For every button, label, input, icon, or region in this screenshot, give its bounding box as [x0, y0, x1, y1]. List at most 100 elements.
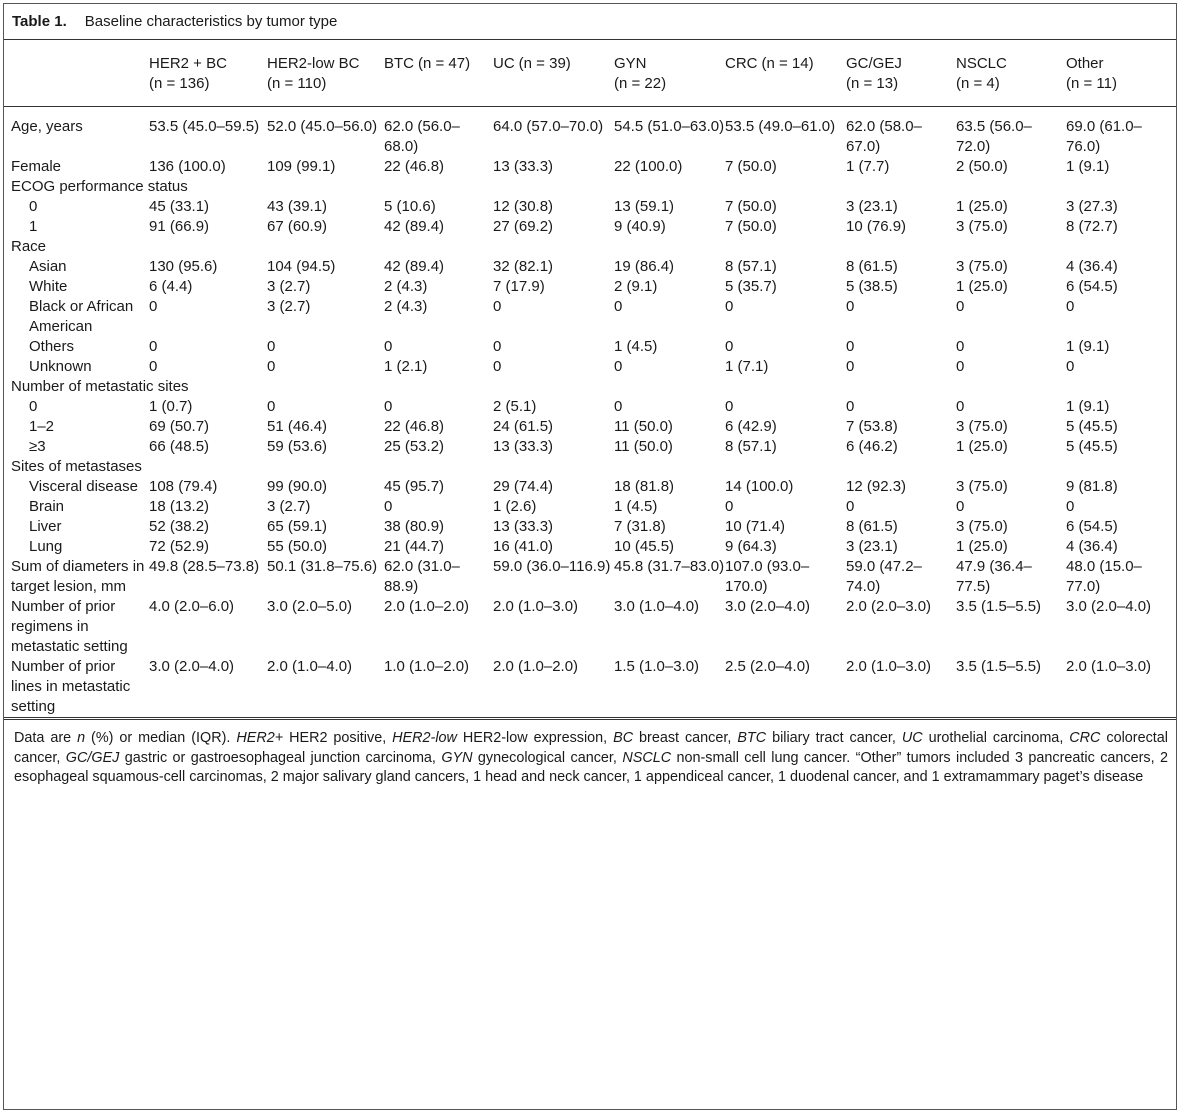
table-cell: 62.0 (56.0–68.0): [384, 118, 460, 155]
column-name: CRC: [725, 55, 758, 72]
table-cell: 4.0 (2.0–6.0): [149, 598, 235, 615]
table-cell: 27 (69.2): [493, 218, 554, 235]
section-label: Number of metastatic sites: [11, 378, 189, 395]
table-cell: 7 (31.8): [614, 518, 666, 535]
table-cell: 19 (86.4): [614, 258, 675, 275]
table-cell: 5 (45.5): [1066, 438, 1118, 455]
table-cell: 9 (81.8): [1066, 478, 1118, 495]
table-cell: 42 (89.4): [384, 218, 445, 235]
footnote-text: BC: [613, 730, 634, 746]
table-cell: 0: [493, 358, 502, 375]
table-cell: 0: [725, 498, 734, 515]
column-name: Other: [1066, 55, 1104, 72]
row-label: Visceral disease: [29, 478, 138, 495]
table-cell: 0: [846, 338, 855, 355]
table-cell: 12 (92.3): [846, 478, 907, 495]
baseline-table: HER2 + BC (n = 136) HER2-low BC (n = 110) BT…: [4, 40, 1176, 717]
table-cell: 0: [614, 358, 623, 375]
table-cell: 32 (82.1): [493, 258, 554, 275]
table-cell: 24 (61.5): [493, 418, 554, 435]
table-cell: 0: [493, 338, 502, 355]
table-cell: 0: [267, 398, 276, 415]
table-cell: 1 (9.1): [1066, 338, 1110, 355]
column-header: HER2-low BC (n = 110): [267, 40, 384, 107]
table-cell: 6 (54.5): [1066, 518, 1118, 535]
table-caption: Baseline characteristics by tumor type: [84, 13, 338, 30]
table-cell: 55 (50.0): [267, 538, 328, 555]
table-cell: 65 (59.1): [267, 518, 328, 535]
table-cell: 0: [493, 298, 502, 315]
row-label: Number of prior lines in metastatic sett…: [11, 658, 131, 715]
table-cell: 54.5 (51.0–63.0): [614, 118, 725, 135]
table-cell: 8 (61.5): [846, 518, 898, 535]
table-cell: 3.0 (2.0–5.0): [267, 598, 353, 615]
header-row: HER2 + BC (n = 136) HER2-low BC (n = 110) BT…: [4, 40, 1176, 107]
table-frame: Table 1. Baseline characteristics by tum…: [3, 3, 1177, 1110]
table-cell: 107.0 (93.0–170.0): [725, 558, 810, 595]
table-cell: 53.5 (45.0–59.5): [149, 118, 260, 135]
table-cell: 3.0 (2.0–4.0): [1066, 598, 1152, 615]
footnote-text: biliary tract cancer,: [766, 730, 902, 746]
table-cell: 13 (33.3): [493, 518, 554, 535]
table-cell: 47.9 (36.4–77.5): [956, 558, 1032, 595]
column-header: NSCLC (n = 4): [956, 40, 1066, 107]
row-label: Female: [11, 158, 62, 175]
table-cell: 67 (60.9): [267, 218, 328, 235]
row-label: Asian: [29, 258, 67, 275]
table-cell: 2 (9.1): [614, 278, 658, 295]
footnote-text: colorectal cancer,: [14, 730, 1168, 766]
table-cell: 0: [846, 298, 855, 315]
table-row: Others 0 0 0 0 1 (4.5) 0 0 0 1 (9.1): [4, 337, 1176, 357]
header-empty: [4, 40, 149, 107]
table-cell: 9 (40.9): [614, 218, 666, 235]
table-row: Black or African American 0 3 (2.7) 2 (4.3)…: [4, 297, 1176, 337]
table-cell: 6 (46.2): [846, 438, 898, 455]
table-cell: 3 (2.7): [267, 498, 311, 515]
table-row: Sum of diameters in target lesion, mm 49.…: [4, 557, 1176, 597]
table-cell: 1 (25.0): [956, 438, 1008, 455]
table-cell: 53.5 (49.0–61.0): [725, 118, 836, 135]
table-cell: 99 (90.0): [267, 478, 328, 495]
column-header: UC (n = 39): [493, 40, 614, 107]
column-name: HER2-low BC: [267, 55, 360, 72]
table-cell: 130 (95.6): [149, 258, 218, 275]
table-cell: 59.0 (47.2–74.0): [846, 558, 922, 595]
row-label: Age, years: [11, 118, 83, 135]
table-cell: 62.0 (58.0–67.0): [846, 118, 922, 155]
table-cell: 7 (50.0): [725, 198, 777, 215]
table-cell: 0: [149, 338, 158, 355]
table-cell: 1 (7.7): [846, 158, 890, 175]
table-cell: 0: [267, 338, 276, 355]
table-cell: 7 (50.0): [725, 158, 777, 175]
table-cell: 10 (45.5): [614, 538, 675, 555]
table-cell: 21 (44.7): [384, 538, 445, 555]
table-row: 0 45 (33.1) 43 (39.1) 5 (10.6) 12 (30.8) 13 (…: [4, 197, 1176, 217]
table-cell: 0: [846, 358, 855, 375]
table-cell: 5 (35.7): [725, 278, 777, 295]
table-cell: 0: [149, 298, 158, 315]
row-label: Unknown: [29, 358, 92, 375]
row-label: Others: [29, 338, 75, 355]
table-cell: 1.5 (1.0–3.0): [614, 658, 700, 675]
table-cell: 3 (75.0): [956, 518, 1008, 535]
table-cell: 8 (61.5): [846, 258, 898, 275]
table-cell: 3.0 (1.0–4.0): [614, 598, 700, 615]
table-row: White 6 (4.4) 3 (2.7) 2 (4.3) 7 (17.9) 2 (9.1…: [4, 277, 1176, 297]
table-row: Brain 18 (13.2) 3 (2.7) 0 1 (2.6) 1 (4.5) 0 0 0 0: [4, 497, 1176, 517]
column-header: GC/GEJ (n = 13): [846, 40, 956, 107]
table-cell: 1 (2.1): [384, 358, 428, 375]
table-cell: 3.0 (2.0–4.0): [725, 598, 811, 615]
footnote-text: HER2 positive,: [283, 730, 393, 746]
table-cell: 11 (50.0): [614, 418, 673, 435]
footnote-text: breast cancer,: [633, 730, 738, 746]
table-cell: 45 (33.1): [149, 198, 210, 215]
table-cell: 1 (25.0): [956, 198, 1008, 215]
table-cell: 0: [956, 498, 965, 515]
table-cell: 2.0 (1.0–2.0): [493, 658, 579, 675]
column-n: (n = 39): [518, 55, 571, 72]
table-cell: 0: [614, 298, 623, 315]
table-cell: 3.5 (1.5–5.5): [956, 658, 1042, 675]
row-label: 0: [29, 198, 38, 215]
table-cell: 52 (38.2): [149, 518, 210, 535]
table-cell: 22 (100.0): [614, 158, 683, 175]
